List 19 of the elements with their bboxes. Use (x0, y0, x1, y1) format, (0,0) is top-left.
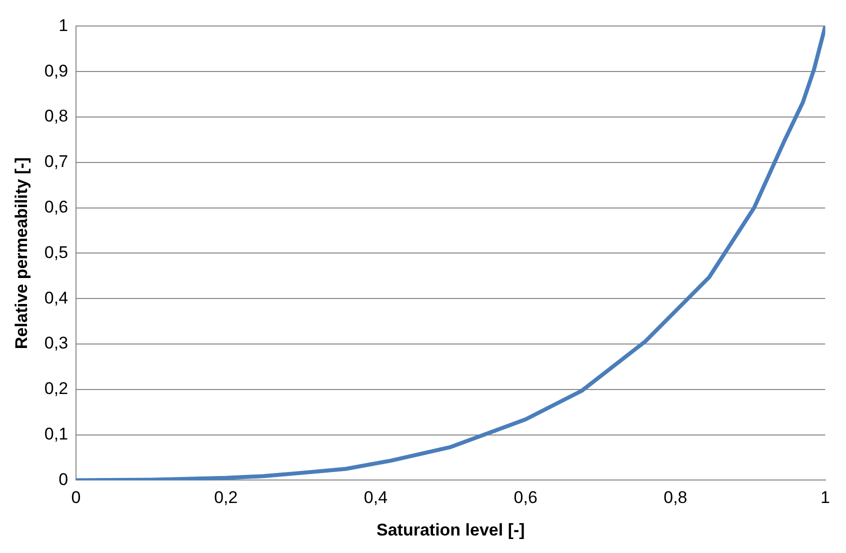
y-tick-label: 0,6 (44, 197, 68, 216)
y-tick-label: 0,1 (44, 424, 68, 444)
y-tick-label: 1 (58, 16, 68, 35)
y-tick-label: 0,2 (44, 379, 68, 398)
x-tick-label: 1 (820, 488, 830, 508)
x-tick-label: 0,6 (514, 488, 538, 508)
y-tick-label: 0,8 (44, 106, 68, 126)
y-tick-label: 0,7 (44, 152, 68, 172)
y-axis-title: Relative permeability [-] (12, 157, 31, 350)
y-tick-label: 0,3 (44, 334, 68, 353)
y-tick-label: 0,4 (44, 288, 68, 308)
y-tick-label: 0,9 (44, 61, 68, 80)
y-tick-label: 0,5 (44, 242, 68, 262)
x-tick-label: 0,4 (364, 488, 388, 508)
x-tick-label: 0,2 (214, 488, 238, 508)
y-tick-label: 0 (58, 470, 68, 489)
x-tick-label: 0,8 (664, 488, 688, 508)
x-tick-label: 0 (71, 488, 81, 508)
x-axis-title: Saturation level [-] (376, 520, 525, 540)
